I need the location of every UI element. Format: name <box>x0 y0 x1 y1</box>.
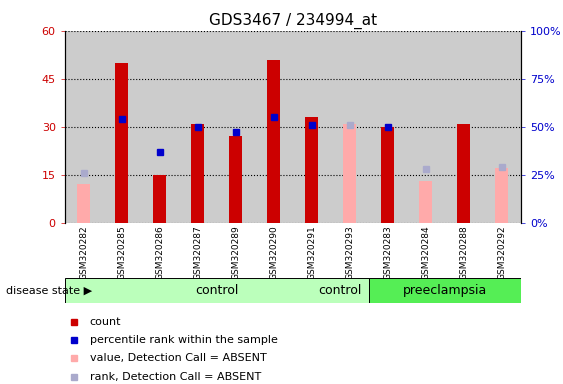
Bar <box>191 124 204 223</box>
Text: GSM320283: GSM320283 <box>383 225 392 280</box>
Bar <box>267 60 280 223</box>
Bar <box>217 31 254 223</box>
Bar <box>495 168 508 223</box>
Bar <box>229 136 243 223</box>
Text: disease state ▶: disease state ▶ <box>6 286 92 296</box>
Bar <box>331 31 369 223</box>
Text: GSM320284: GSM320284 <box>421 225 430 280</box>
Text: GSM320289: GSM320289 <box>231 225 240 280</box>
Title: GDS3467 / 234994_at: GDS3467 / 234994_at <box>209 13 377 29</box>
Text: GSM320293: GSM320293 <box>345 225 354 280</box>
Bar <box>65 278 369 303</box>
Bar <box>65 31 103 223</box>
Bar <box>343 124 356 223</box>
Bar <box>381 127 395 223</box>
Bar <box>305 117 319 223</box>
Text: control: control <box>195 285 239 297</box>
Text: control: control <box>319 285 362 297</box>
Text: count: count <box>90 317 122 327</box>
Bar <box>179 31 217 223</box>
Text: GSM320287: GSM320287 <box>193 225 202 280</box>
Text: percentile rank within the sample: percentile rank within the sample <box>90 335 278 345</box>
Text: GSM320282: GSM320282 <box>79 225 88 280</box>
Text: preeclampsia: preeclampsia <box>403 285 487 297</box>
Text: GSM320288: GSM320288 <box>459 225 468 280</box>
Text: GSM320292: GSM320292 <box>497 225 506 280</box>
Bar <box>77 184 91 223</box>
Bar <box>369 278 521 303</box>
Bar <box>407 31 445 223</box>
Bar <box>369 31 406 223</box>
Bar <box>153 175 167 223</box>
Bar <box>293 31 331 223</box>
Bar <box>103 31 141 223</box>
Bar <box>419 181 432 223</box>
Text: GSM320291: GSM320291 <box>307 225 316 280</box>
Text: GSM320285: GSM320285 <box>117 225 126 280</box>
Text: GSM320286: GSM320286 <box>155 225 164 280</box>
Bar <box>115 63 128 223</box>
Bar <box>254 31 293 223</box>
Bar <box>457 124 471 223</box>
Text: GSM320290: GSM320290 <box>269 225 278 280</box>
Text: value, Detection Call = ABSENT: value, Detection Call = ABSENT <box>90 353 266 363</box>
Text: rank, Detection Call = ABSENT: rank, Detection Call = ABSENT <box>90 371 261 382</box>
Bar <box>483 31 521 223</box>
Bar <box>445 31 483 223</box>
Bar <box>141 31 179 223</box>
